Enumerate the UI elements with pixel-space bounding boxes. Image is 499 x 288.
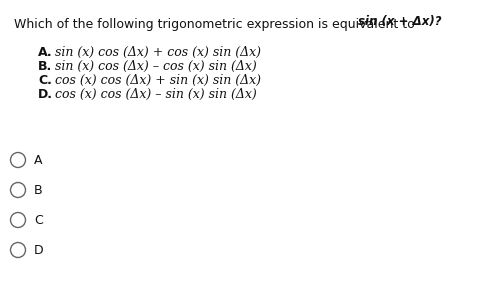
Text: cos (x) cos (Δx) – sin (x) sin (Δx): cos (x) cos (Δx) – sin (x) sin (Δx) (55, 88, 257, 101)
Text: sin (x) cos (Δx) + cos (x) sin (Δx): sin (x) cos (Δx) + cos (x) sin (Δx) (55, 46, 261, 59)
Text: D: D (34, 243, 43, 257)
Text: B: B (34, 183, 42, 196)
Text: B.: B. (38, 60, 52, 73)
Text: cos (x) cos (Δx) + sin (x) sin (Δx): cos (x) cos (Δx) + sin (x) sin (Δx) (55, 74, 261, 87)
Text: A.: A. (38, 46, 52, 59)
Text: Which of the following trigonometric expression is equivalent to: Which of the following trigonometric exp… (14, 18, 419, 31)
Text: C: C (34, 213, 43, 226)
Text: sin (x) cos (Δx) – cos (x) sin (Δx): sin (x) cos (Δx) – cos (x) sin (Δx) (55, 60, 257, 73)
Text: D.: D. (38, 88, 53, 101)
Text: C.: C. (38, 74, 52, 87)
Text: A: A (34, 154, 42, 166)
Text: sin (x + Δx)?: sin (x + Δx)? (358, 15, 442, 28)
